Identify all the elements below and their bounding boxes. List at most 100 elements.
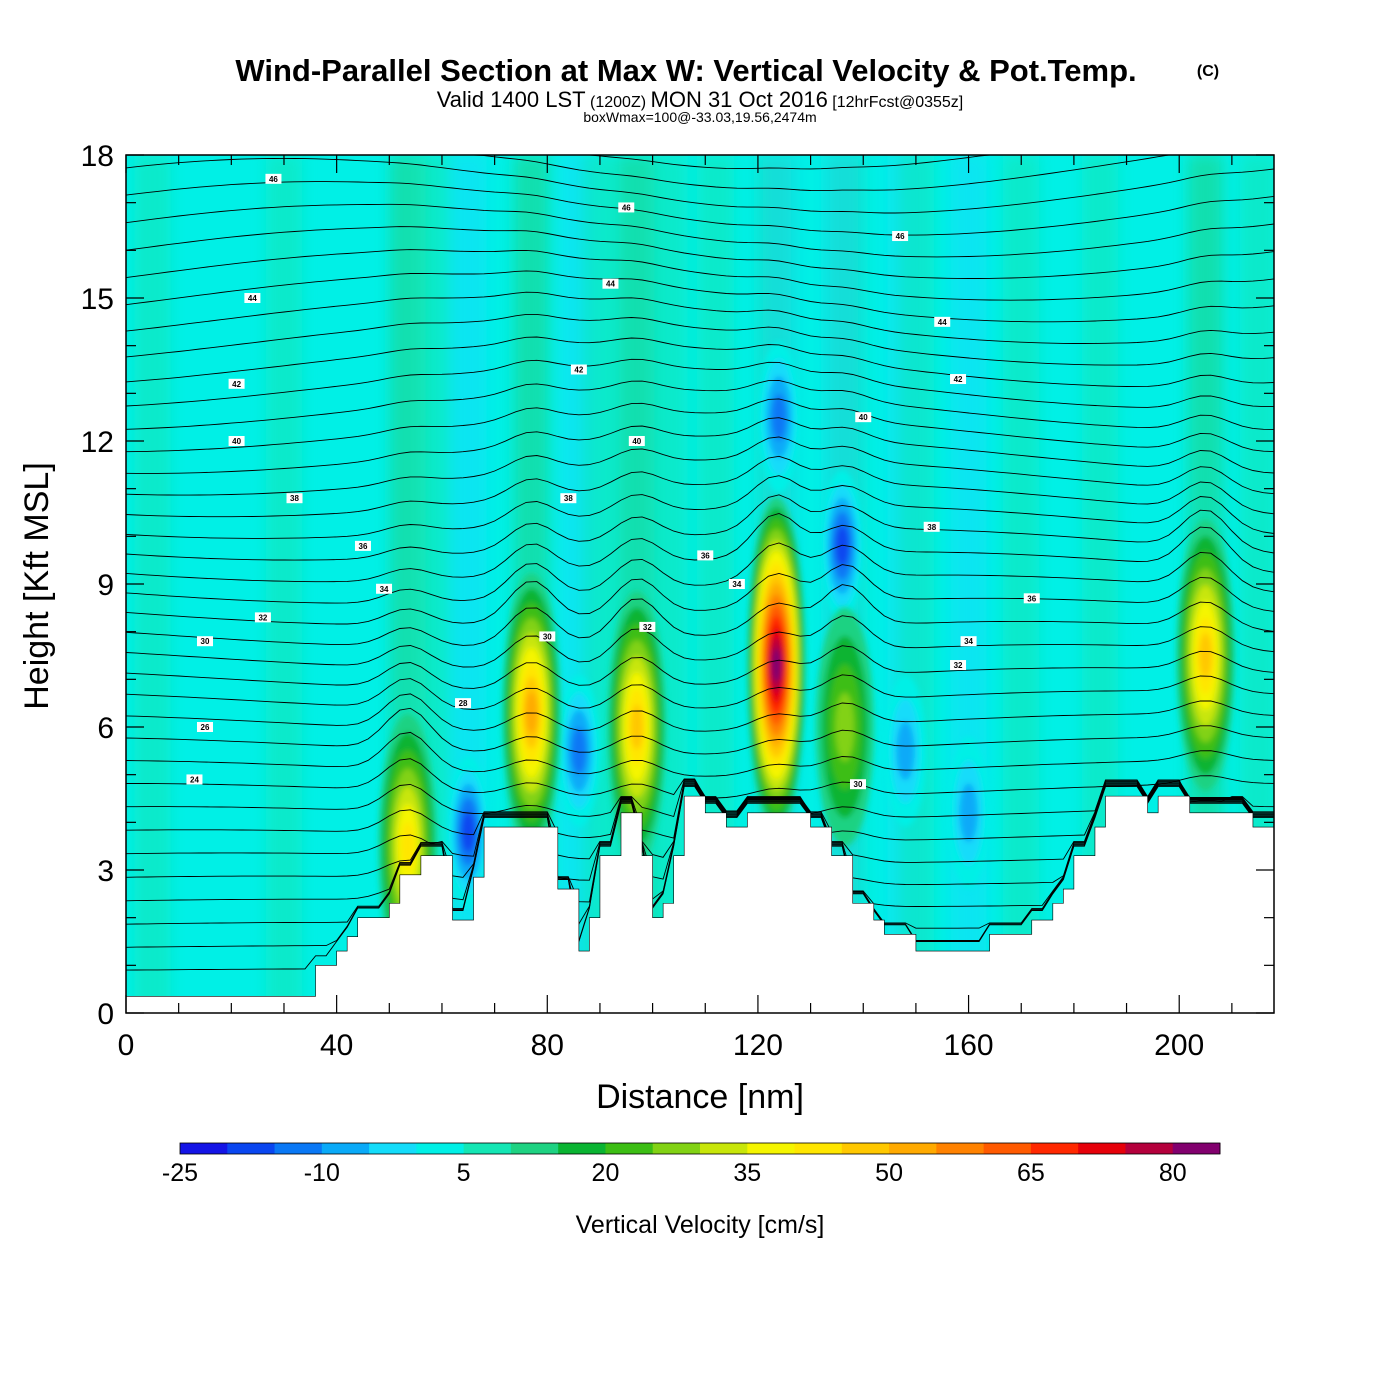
theta-contour-line: [126, 782, 1274, 886]
y-tick-label: 15: [81, 283, 114, 316]
theta-contour-label: 26: [196, 722, 213, 732]
velocity-level: [1199, 633, 1212, 678]
contour-label-box: [560, 493, 577, 504]
colorbar-tick-label: 50: [875, 1159, 903, 1187]
colorbar-swatch: [605, 1143, 654, 1154]
theta-contour-label: 42: [570, 364, 587, 375]
theta-contour-line: [126, 398, 1274, 453]
updraft-core: [607, 591, 666, 863]
velocity-level: [959, 783, 978, 843]
theta-contour-label: 30: [849, 779, 866, 790]
colorbar-label: Vertical Velocity [cm/s]: [576, 1211, 825, 1239]
theta-contour-line: [126, 475, 1274, 539]
colorbar-swatch: [416, 1143, 465, 1154]
contour-label-box: [849, 779, 866, 790]
colorbar-tick-label: 20: [592, 1159, 620, 1187]
theta-contour-label: 32: [950, 660, 967, 671]
subtitle-date: MON 31 Oct 2016: [651, 87, 828, 112]
theta-contour-line: [126, 249, 1274, 301]
contour-label-box: [1023, 593, 1040, 604]
theta-contour-line: [126, 564, 1274, 625]
velocity-level: [461, 811, 475, 852]
contour-label-box: [570, 364, 587, 375]
subtitle-utc: (1200Z): [590, 94, 646, 111]
colorbar-swatch: [510, 1143, 559, 1154]
theta-contour-line: [126, 731, 1274, 777]
theta-contour-line: [126, 786, 1274, 971]
contour-label-box: [196, 722, 213, 732]
theta-contour-line: [126, 155, 1274, 170]
x-tick-label: 200: [1154, 1029, 1204, 1062]
contour-label-box: [196, 636, 213, 647]
theta-contour-label: 42: [228, 378, 245, 389]
colorbar-swatch: [652, 1143, 701, 1154]
theta-contour-label: 36: [1023, 593, 1040, 604]
theta-contour-label: 28: [455, 698, 472, 709]
contour-label-box: [286, 493, 303, 504]
theta-contour-label: 44: [934, 316, 951, 327]
theta-contour-line: [126, 203, 1274, 258]
theta-contour-label: 38: [923, 521, 940, 532]
contour-label-box: [618, 202, 635, 213]
colorbar-swatch: [936, 1143, 985, 1154]
theta-contour-line: [126, 358, 1274, 408]
terrain-mask: [126, 795, 1274, 1013]
theta-contour-line: [126, 379, 1274, 430]
y-tick-label: 3: [97, 855, 114, 888]
theta-contour-label: 46: [265, 173, 282, 184]
chart-title: Wind-Parallel Section at Max W: Vertical…: [235, 53, 1136, 88]
x-tick-label: 160: [944, 1029, 994, 1062]
contour-label-text: 30: [543, 632, 552, 641]
x-axis: 0 40 80 120 160 200: [118, 155, 1233, 1062]
colorbar-swatch: [1078, 1143, 1126, 1154]
contour-label-text: 36: [701, 551, 710, 560]
velocity-level: [896, 721, 915, 781]
plot-area: 46 46 46 44 44 44 42 42 42 40 40 40 38 38 38 36 36 36 34 34…: [126, 155, 1274, 1013]
x-tick-label: 120: [733, 1029, 783, 1062]
theta-contour-label: 30: [196, 636, 213, 647]
contour-label-text: 32: [954, 661, 963, 670]
theta-contour-label: 38: [560, 493, 577, 504]
contour-label-text: 42: [954, 375, 963, 384]
contour-label-box: [228, 378, 245, 389]
contour-label-box: [934, 316, 951, 327]
x-tick-label: 40: [320, 1029, 353, 1062]
contour-label-text: 40: [859, 413, 868, 422]
velocity-band: [265, 155, 302, 1013]
contour-label-box: [602, 278, 619, 289]
contour-label-box: [354, 540, 371, 551]
contour-label-text: 46: [622, 203, 631, 212]
colorbar-swatch: [841, 1143, 890, 1154]
colorbar-swatch: [180, 1143, 228, 1154]
theta-contour-label: 36: [697, 550, 714, 561]
contour-labels: 46 46 46 44 44 44 42 42 42 40 40 40 38 38 38 36 36 36 34 34…: [186, 173, 1040, 790]
colorbar-swatch: [1030, 1143, 1079, 1154]
theta-contour-label: 34: [728, 579, 745, 589]
contour-label-text: 34: [964, 637, 973, 646]
contour-label-box: [254, 612, 271, 623]
subtitle-valid: Valid 1400 LST: [437, 87, 586, 112]
velocity-level: [835, 525, 849, 566]
theta-contour-label: 24: [186, 774, 203, 785]
theta-contour-label: 38: [286, 493, 303, 504]
contour-label-box: [186, 774, 203, 785]
contour-label-box: [244, 293, 261, 303]
colorbar-swatch: [274, 1143, 323, 1154]
contour-label-text: 44: [248, 294, 257, 303]
x-tick-label: 80: [531, 1029, 564, 1062]
title-copyright-mark: (C): [1197, 63, 1219, 80]
contour-label-box: [455, 698, 472, 709]
updraft-core: [747, 497, 806, 834]
colorbar-tick-label: 35: [733, 1159, 761, 1187]
contour-label-text: 34: [380, 585, 389, 594]
contour-label-text: 42: [232, 380, 241, 389]
velocity-level: [835, 692, 855, 762]
velocity-band: [1003, 155, 1040, 1013]
downdraft-core: [884, 674, 927, 827]
theta-contour-label: 46: [618, 202, 635, 213]
x-tick-label: 0: [118, 1029, 135, 1062]
theta-contour-line: [126, 270, 1274, 323]
box-info: boxWmax=100@-33.03,19.56,2474m: [583, 109, 816, 125]
